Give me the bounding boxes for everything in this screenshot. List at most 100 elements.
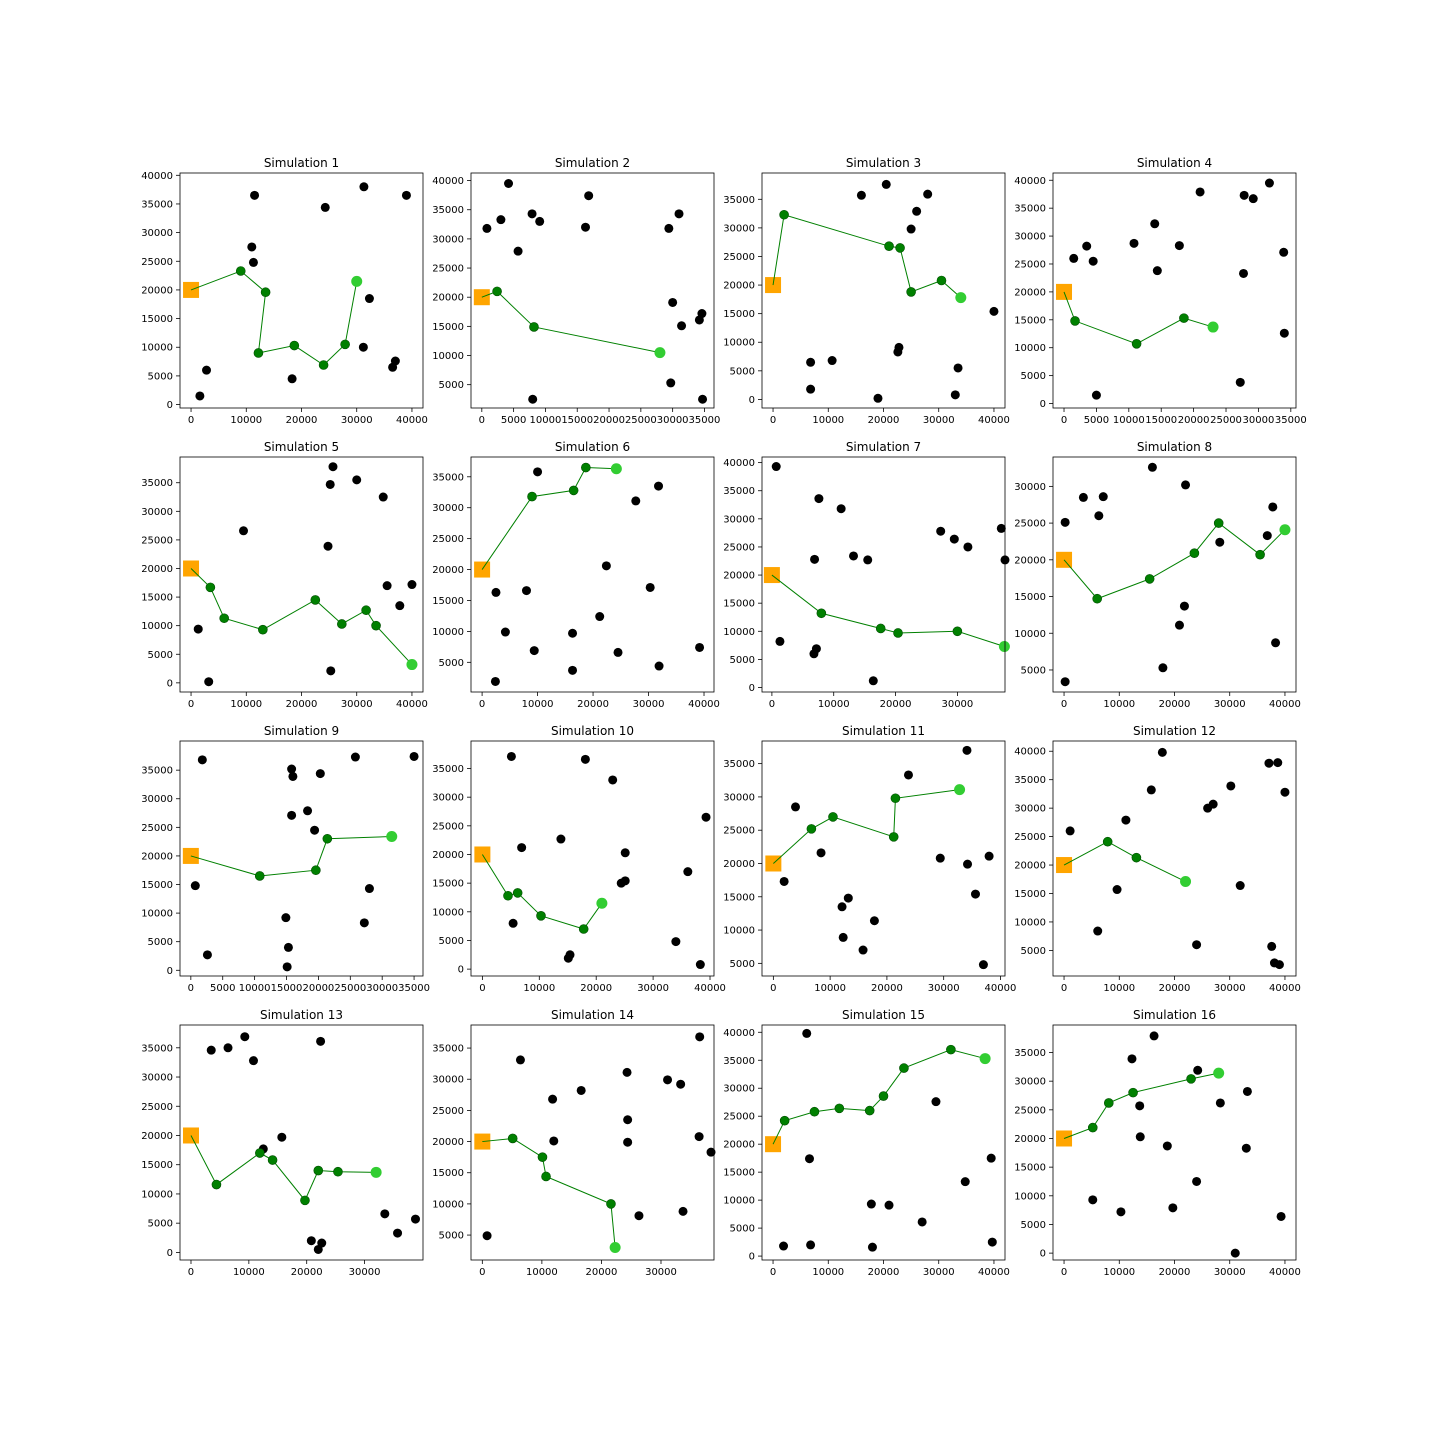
y-tick-label: 30000 [723,514,755,525]
goal-point [610,463,622,475]
visited-point [322,833,333,844]
unvisited-point [247,242,257,252]
y-tick-label: 20000 [141,1131,173,1142]
goal-point [954,784,966,796]
goal-point [351,275,363,287]
unvisited-point [223,1043,233,1053]
visited-point [581,462,591,473]
path-line [1063,522,1286,600]
visited-point [337,619,347,629]
unvisited-point [674,209,684,219]
x-tick-label: 20000 [871,983,903,994]
visited-point [884,241,894,251]
goal-point [979,1053,991,1065]
y-tick-label: 15000 [1014,1163,1046,1174]
y-tick-label: 15000 [1014,592,1046,603]
y-tick-label: 10000 [432,627,464,638]
y-tick-label: 25000 [432,821,464,832]
unvisited-point [352,475,362,485]
visited-point [888,832,899,842]
unvisited-point [1239,190,1249,200]
unvisited-point [1242,1086,1252,1096]
y-tick-label: 20000 [1014,287,1046,298]
unvisited-point [1127,1054,1137,1064]
subplot-title: Simulation 16 [1133,1008,1216,1022]
y-tick-label: 40000 [141,171,173,182]
unvisited-point [949,534,959,544]
visited-point [875,623,886,634]
x-tick-label: 30000 [923,1267,955,1278]
unvisited-point [601,561,611,571]
x-tick-label: 0 [479,415,485,426]
y-tick-label: 0 [167,400,173,411]
unvisited-point [1264,758,1274,768]
x-tick-label: 35000 [689,415,721,426]
subplot-title: Simulation 12 [1133,724,1216,738]
y-tick-label: 15000 [1014,889,1046,900]
axes-frame [470,740,715,977]
x-tick-label: 40000 [978,1267,1010,1278]
unvisited-point [779,876,789,886]
visited-point [371,620,381,631]
y-tick-label: 5000 [148,650,173,661]
path-line [771,574,1005,647]
goal-point [596,897,608,909]
unvisited-point [1179,601,1189,611]
visited-point [507,1133,518,1144]
y-tick-label: 0 [1040,1249,1046,1260]
x-tick-label: 10000 [1103,1267,1135,1278]
path-line [1063,291,1214,345]
subplot-9: Simulation 90 5000 10000 15000 20000 25000 300… [141,724,430,994]
unvisited-point [962,745,972,755]
subplot-10: Simulation 10 0 10000 20000 30000 40000 0 5000 1… [432,724,726,994]
visited-point [289,340,300,351]
y-tick-label: 25000 [723,1112,755,1123]
unvisited-point [1147,462,1157,472]
unvisited-point [677,321,687,331]
subplot-14: Simulation 14 0 10000 20000 30000 5000 10000 15… [432,1008,716,1278]
goal-point [1213,1067,1225,1079]
y-tick-label: 0 [167,1248,173,1259]
unvisited-point [912,206,922,216]
visited-point [899,1063,909,1073]
path-line [482,1137,616,1248]
x-tick-label: 10000 [230,699,262,710]
y-tick-label: 25000 [723,542,755,553]
visited-point [890,793,901,804]
unvisited-point [1274,960,1284,970]
visited-point [512,888,523,898]
visited-point [267,1155,278,1165]
y-tick-label: 20000 [432,293,464,304]
x-tick-label: 0 [1061,983,1067,994]
x-tick-label: 20000 [586,1267,618,1278]
visited-point [779,209,789,220]
y-tick-label: 10000 [1014,343,1046,354]
unvisited-point [580,754,590,764]
visited-point [864,1105,875,1116]
unvisited-point [950,390,960,400]
x-tick-label: 35000 [1275,415,1307,426]
unvisited-point [695,1032,705,1042]
unvisited-point [836,504,846,514]
x-tick-label: 40000 [978,415,1010,426]
x-tick-label: 30000 [633,699,665,710]
unvisited-point [1192,1176,1202,1186]
unvisited-point [884,1200,894,1210]
unvisited-point [1235,881,1245,891]
visited-point [527,491,537,502]
y-tick-label: 20000 [141,285,173,296]
visited-point [578,924,589,934]
y-tick-label: 30000 [432,793,464,804]
y-tick-label: 20000 [723,1140,755,1151]
visited-point [1179,313,1189,323]
unvisited-point [810,554,820,564]
y-tick-label: 25000 [1014,259,1046,270]
y-tick-label: 15000 [141,880,173,891]
x-tick-label: 30000 [1214,699,1246,710]
unvisited-point [1215,537,1225,547]
unvisited-point [676,1079,686,1089]
unvisited-point [250,190,260,200]
y-tick-label: 30000 [141,507,173,518]
visited-point [255,1148,265,1158]
subplot-2: Simulation 20 5000 10000 15000 20000 25000 300… [432,156,720,426]
